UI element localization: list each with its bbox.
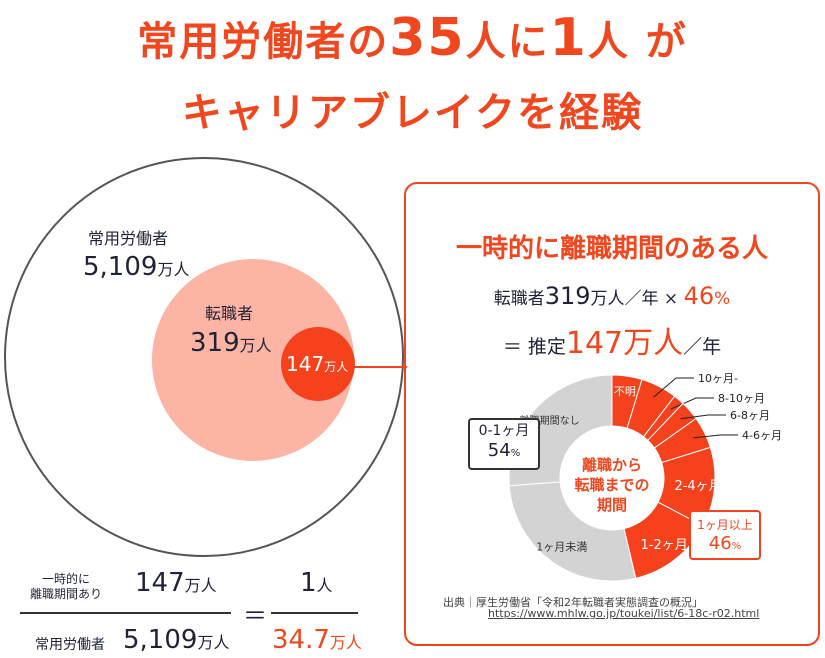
eq-result-numerator: 1人 bbox=[300, 568, 333, 598]
segment-label: 4-6ヶ月 bbox=[742, 429, 782, 442]
segment-label: 10ヶ月- bbox=[698, 372, 738, 385]
changers-circle bbox=[152, 259, 354, 461]
eq-denominator-label: 常用労働者 bbox=[35, 637, 105, 653]
donut-center-label: 離職から 転職までの 期間 bbox=[574, 456, 650, 514]
segment-label: 不明 bbox=[614, 385, 636, 398]
panel-border bbox=[404, 182, 820, 646]
panel-heading: 一時的に離職期間のある人 bbox=[455, 234, 768, 264]
eq-numerator-label: 一時的に 離職期間あり bbox=[29, 572, 102, 601]
callout-over: 1ヶ月以上 46% bbox=[689, 510, 761, 560]
formula-line1: 転職者319万人／年 × 46% bbox=[493, 282, 731, 310]
eq-result-bar bbox=[271, 612, 358, 614]
segment-label: 2-4ヶ月 bbox=[674, 479, 721, 494]
eq-denominator-value: 5,109万人 bbox=[123, 625, 230, 655]
headline-line2: キャリアブレイクを経験 bbox=[181, 90, 644, 136]
eq-fraction-bar bbox=[20, 612, 231, 614]
break-value: 147万人 bbox=[286, 352, 349, 376]
source-link[interactable]: https://www.mhlw.go.jp/toukei/list/6-18c… bbox=[488, 607, 760, 620]
workers-label: 常用労働者 bbox=[88, 229, 169, 248]
leader-line bbox=[653, 377, 694, 398]
eq-result-denominator: 34.7万人 bbox=[272, 625, 362, 655]
source-text: 出典｜厚生労働省「令和2年転職者実態調査の概況」 bbox=[443, 596, 703, 609]
leader-line bbox=[680, 414, 726, 420]
segment-label: 1ヶ月未満 bbox=[536, 541, 587, 554]
changers-label: 転職者 bbox=[205, 304, 254, 323]
segment-label: 1-2ヶ月 bbox=[641, 538, 688, 553]
donut-segment bbox=[508, 481, 637, 582]
leader-line bbox=[693, 434, 738, 439]
break-circle bbox=[281, 327, 355, 401]
segment-label: 6-8ヶ月 bbox=[730, 409, 770, 422]
workers-value: 5,109万人 bbox=[83, 252, 190, 282]
changers-value: 319万人 bbox=[190, 328, 272, 358]
workers-circle bbox=[4, 157, 404, 557]
segment-label: 8-10ヶ月 bbox=[718, 392, 765, 405]
callout-under: 0-1ヶ月 54% bbox=[468, 418, 540, 470]
formula-line2: ＝ 推定147万人／年 bbox=[502, 326, 722, 361]
eq-numerator-value: 147万人 bbox=[135, 568, 217, 598]
headline-line1: 常用労働者の35人に1人 が bbox=[137, 8, 688, 68]
leader-line bbox=[670, 397, 714, 410]
eq-equals: ＝ bbox=[243, 602, 267, 630]
